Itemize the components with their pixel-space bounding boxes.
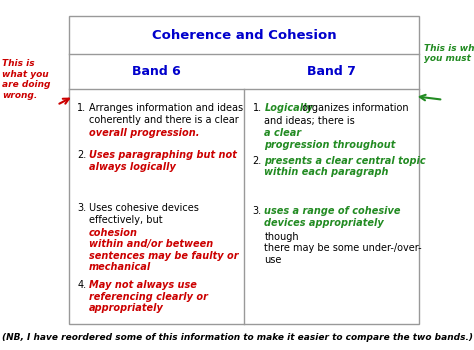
Text: presents a clear central topic
within each paragraph: presents a clear central topic within ea… <box>264 156 426 177</box>
Text: and ideas; there is: and ideas; there is <box>264 116 355 126</box>
Text: Uses cohesive devices
effectively, but: Uses cohesive devices effectively, but <box>89 203 199 225</box>
Text: 1.: 1. <box>77 103 86 113</box>
Text: though
there may be some under-/over-
use: though there may be some under-/over- us… <box>264 232 422 265</box>
Text: 4.: 4. <box>77 280 86 290</box>
Text: 3.: 3. <box>253 206 262 217</box>
Bar <box>69 16 419 324</box>
Text: organizes information: organizes information <box>299 103 408 113</box>
Text: 2.: 2. <box>77 150 87 161</box>
Text: Uses paragraphing but not
always logically: Uses paragraphing but not always logical… <box>89 150 237 172</box>
Text: Band 6: Band 6 <box>132 65 181 78</box>
Text: 2.: 2. <box>253 156 262 166</box>
Text: Arranges information and ideas
coherently and there is a clear: Arranges information and ideas coherentl… <box>89 103 243 125</box>
Text: This is
what you
are doing
wrong.: This is what you are doing wrong. <box>2 60 51 100</box>
Text: overall progression.: overall progression. <box>89 128 200 139</box>
Text: cohesion
within and/or between
sentences may be faulty or
mechanical: cohesion within and/or between sentences… <box>89 228 238 272</box>
Text: 3.: 3. <box>77 203 86 213</box>
Text: uses a range of cohesive
devices appropriately: uses a range of cohesive devices appropr… <box>264 206 401 228</box>
Text: a clear
progression throughout: a clear progression throughout <box>264 128 396 150</box>
Text: (NB, I have reordered some of this information to make it easier to compare the : (NB, I have reordered some of this infor… <box>1 333 473 342</box>
Text: Logically: Logically <box>264 103 313 113</box>
Text: Band 7: Band 7 <box>307 65 356 78</box>
Text: Coherence and Cohesion: Coherence and Cohesion <box>152 28 337 42</box>
Text: May not always use
referencing clearly or
appropriately: May not always use referencing clearly o… <box>89 280 208 313</box>
Text: This is what
you must do.: This is what you must do. <box>424 44 474 63</box>
Text: 1.: 1. <box>253 103 262 113</box>
